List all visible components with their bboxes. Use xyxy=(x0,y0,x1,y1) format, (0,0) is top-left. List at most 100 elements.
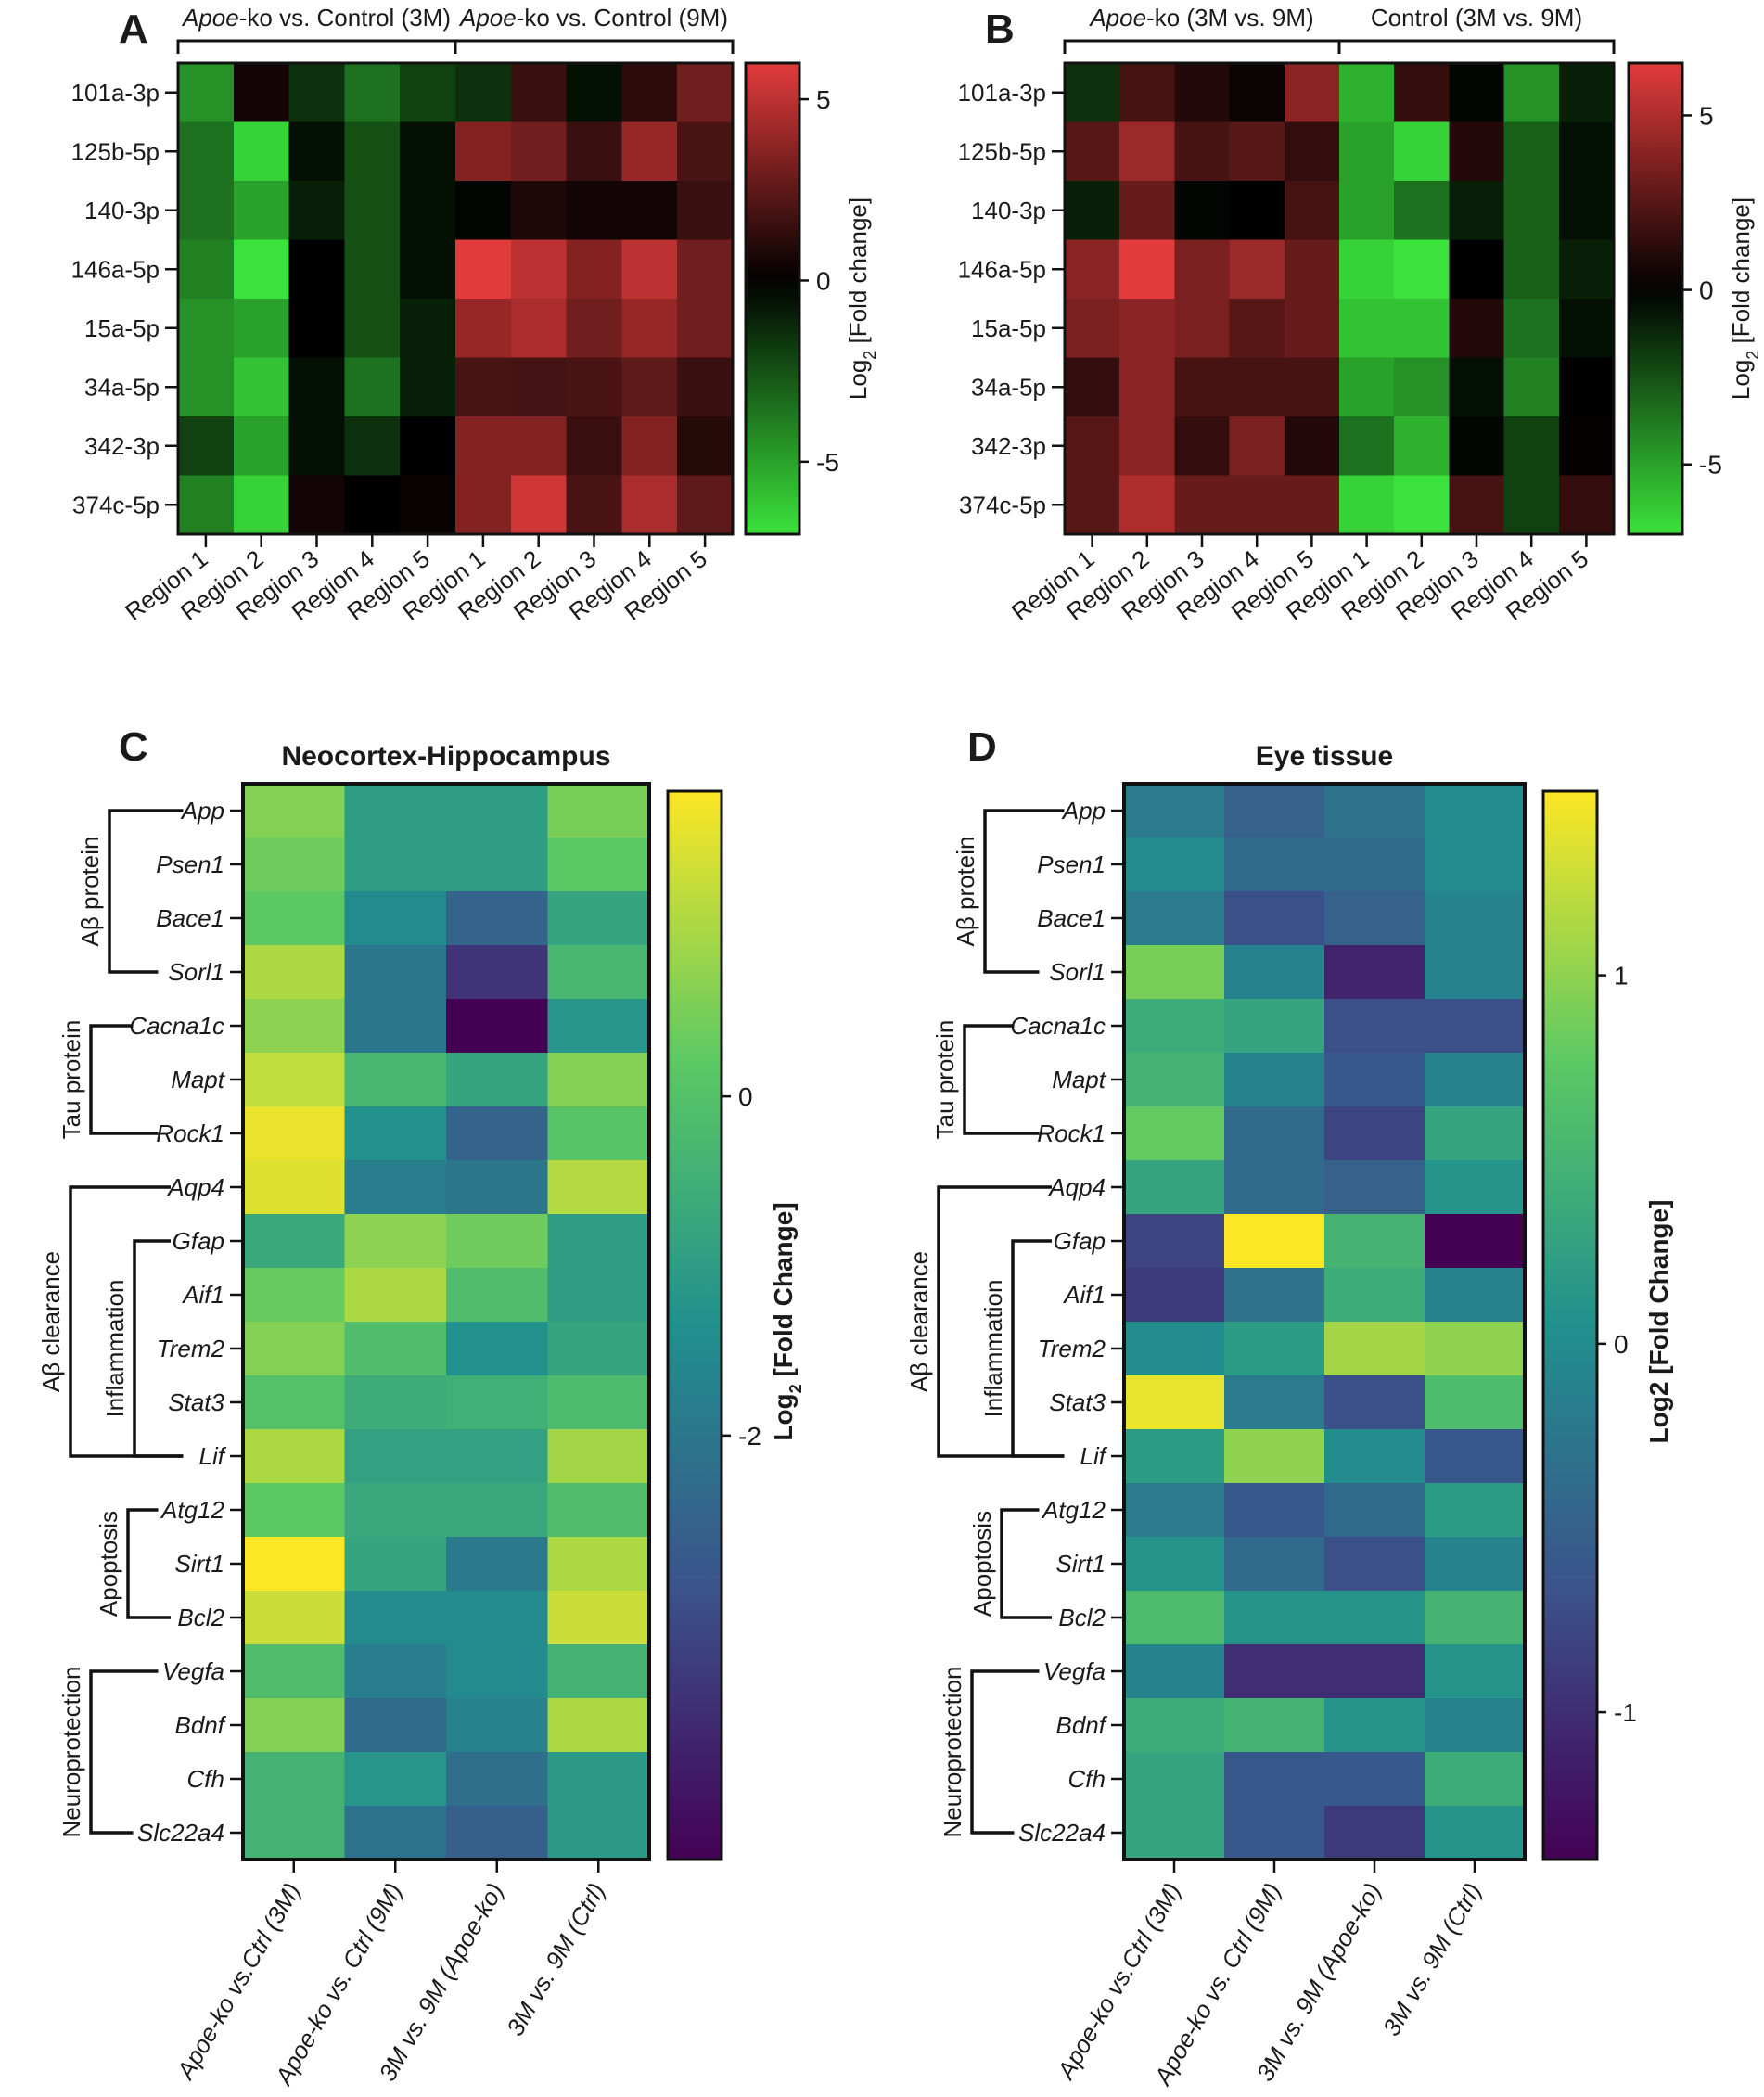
heatmap-cell xyxy=(243,1106,346,1161)
group-label: Apoptosis xyxy=(95,1511,122,1617)
gene-label: Mapt xyxy=(1052,1066,1107,1093)
heatmap-cell xyxy=(1119,299,1175,359)
heatmap-cell xyxy=(400,63,456,123)
heatmap-cell xyxy=(243,1053,346,1107)
heatmap-cell xyxy=(1425,1537,1526,1592)
heatmap-cell xyxy=(1425,1106,1526,1161)
heatmap-cell xyxy=(446,1429,549,1484)
heatmap-cell xyxy=(446,784,549,838)
heatmap-cell xyxy=(1224,1214,1325,1269)
heatmap-cell xyxy=(243,1698,346,1753)
heatmap-cell xyxy=(1324,1806,1425,1860)
heatmap-cell xyxy=(1065,121,1120,182)
heatmap-cell xyxy=(547,1322,650,1376)
heatmap-cell xyxy=(1119,181,1175,241)
colorbar-label-sub: 2 xyxy=(786,1384,805,1393)
heatmap-cell xyxy=(1449,416,1505,477)
heatmap-cell xyxy=(243,1322,346,1376)
colorbar xyxy=(744,61,801,536)
heatmap-cell xyxy=(510,357,568,417)
heatmap-cell xyxy=(288,63,345,123)
heatmap-cell xyxy=(1174,121,1231,182)
gene-label: Bcl2 xyxy=(177,1604,224,1631)
heatmap-cell xyxy=(446,999,549,1054)
colorbar-tick-label: 0 xyxy=(738,1082,753,1111)
gene-label: Lif xyxy=(1080,1442,1108,1470)
heatmap-cell xyxy=(1224,1053,1325,1107)
group-bracket xyxy=(454,39,735,54)
heatmap-cell xyxy=(1124,838,1225,892)
group-label: Aβ clearance xyxy=(37,1251,65,1392)
heatmap-cell xyxy=(446,1053,549,1107)
colorbar-tick-label: 0 xyxy=(1614,1330,1629,1359)
colorbar-label-rest: [Fold change] xyxy=(844,198,872,351)
heatmap-cell xyxy=(547,1644,650,1699)
heatmap-cell xyxy=(1124,1214,1225,1269)
heatmap-cell xyxy=(446,1644,549,1699)
row-label: 101a-3p xyxy=(958,79,1046,107)
heatmap-cell xyxy=(547,1375,650,1430)
heatmap-cell xyxy=(1339,63,1395,123)
heatmap-cell xyxy=(243,1483,346,1538)
panel-label: A xyxy=(119,6,148,52)
heatmap-cell xyxy=(1503,357,1560,417)
heatmap-cell xyxy=(1449,475,1505,535)
heatmap-cell xyxy=(1065,357,1120,417)
heatmap-cell xyxy=(1425,999,1526,1054)
heatmap-cell xyxy=(547,1429,650,1484)
heatmap-cell xyxy=(1124,1644,1225,1699)
heatmap-cell xyxy=(1119,475,1175,535)
group-bracket xyxy=(108,809,184,974)
heatmap-cell xyxy=(344,1268,447,1323)
heatmap-cell xyxy=(243,1214,346,1269)
heatmap-cell xyxy=(1394,416,1450,477)
heatmap-cell xyxy=(1224,1537,1325,1592)
heatmap-cell xyxy=(547,1806,650,1860)
gene-label: App xyxy=(180,797,224,825)
heatmap-cell xyxy=(446,1375,549,1430)
heatmap-cell xyxy=(1324,1375,1425,1430)
heatmap-cell xyxy=(1174,357,1231,417)
gene-label: Aqp4 xyxy=(166,1173,224,1201)
group-label-gene: Apoe xyxy=(181,4,239,32)
heatmap-cell xyxy=(1503,475,1560,535)
gene-label: App xyxy=(1061,797,1106,825)
heatmap-cell xyxy=(1174,181,1231,241)
heatmap-cell xyxy=(1065,416,1120,477)
heatmap-cell xyxy=(1324,1429,1425,1484)
colorbar-label-main: Log xyxy=(844,360,872,400)
heatmap-cell xyxy=(1394,239,1450,300)
heatmap-cell xyxy=(400,121,456,182)
heatmap-cell xyxy=(233,416,290,477)
heatmap-cell xyxy=(677,181,734,241)
heatmap-cell xyxy=(455,181,512,241)
row-label: 146a-5p xyxy=(71,255,160,283)
gene-label: Atg12 xyxy=(160,1496,224,1524)
heatmap-cell xyxy=(677,357,734,417)
heatmap-cell xyxy=(1324,1752,1425,1807)
heatmap-cell xyxy=(621,181,678,241)
gene-label: Aif1 xyxy=(181,1281,224,1309)
gene-label: Bdnf xyxy=(1056,1711,1108,1739)
heatmap-cell xyxy=(547,945,650,1000)
colorbar-label-sub: 2 xyxy=(861,351,879,360)
gene-label: Rock1 xyxy=(156,1119,224,1147)
heatmap-cell xyxy=(1224,1591,1325,1645)
heatmap-cell xyxy=(1503,299,1560,359)
heatmap-cell xyxy=(288,121,345,182)
heatmap-cell xyxy=(446,1214,549,1269)
row-label: 34a-5p xyxy=(84,373,160,401)
heatmap-cell xyxy=(1119,357,1175,417)
heatmap-cell xyxy=(1425,1752,1526,1807)
heatmap-border xyxy=(1063,61,1616,536)
heatmap-cell xyxy=(621,416,678,477)
heatmap-cell xyxy=(1324,1268,1425,1323)
heatmap-cell xyxy=(1284,121,1340,182)
panel-title: Eye tissue xyxy=(1256,741,1393,772)
heatmap-cell xyxy=(1119,239,1175,300)
heatmap-cell xyxy=(1284,416,1340,477)
gene-label: Psen1 xyxy=(1037,850,1106,878)
heatmap-cell xyxy=(1229,121,1285,182)
heatmap-cell xyxy=(446,838,549,892)
heatmap-cell xyxy=(1558,181,1615,241)
